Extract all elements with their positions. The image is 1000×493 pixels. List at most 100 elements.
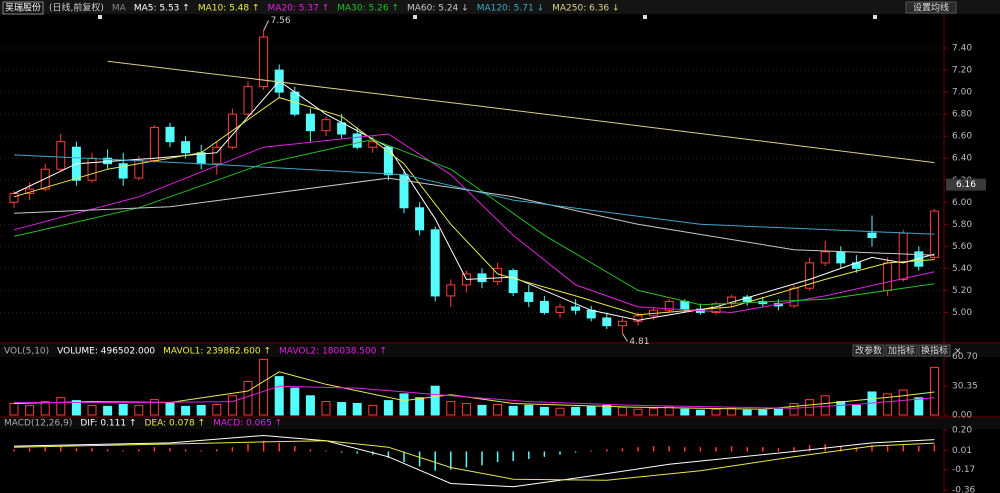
header-text: MA250: 6.36 ↓ — [552, 4, 619, 14]
candle-body — [571, 306, 581, 311]
indicator-button[interactable] — [918, 344, 951, 357]
candle-body — [56, 141, 66, 170]
volume-bar — [586, 405, 596, 416]
volume-bar — [649, 407, 659, 416]
y-tick-label: 0.01 — [952, 446, 972, 456]
volume-bar — [820, 395, 830, 416]
line-series — [13, 440, 935, 481]
candle-body — [352, 133, 362, 148]
current-price-box — [946, 178, 986, 191]
candle-body — [867, 232, 877, 239]
candle-body — [259, 36, 269, 88]
line-series — [13, 434, 935, 488]
volume-bar — [399, 393, 409, 416]
indicator-button[interactable] — [885, 344, 918, 357]
volume-bar — [71, 400, 81, 416]
y-tick-label: 6.60 — [952, 132, 972, 142]
volume-bar — [165, 402, 175, 416]
volume-bar — [305, 395, 315, 416]
volume-bar — [383, 400, 393, 416]
volume-bar — [524, 404, 534, 416]
volume-bar — [539, 406, 549, 416]
candle-body — [118, 163, 128, 179]
line-series — [13, 80, 935, 321]
candle-body — [430, 229, 440, 297]
candle-body — [446, 284, 456, 297]
candle-body — [633, 315, 643, 322]
annotation: 4.81 — [629, 337, 649, 347]
ma-settings-button[interactable] — [905, 1, 957, 14]
indicator-button[interactable] — [852, 344, 885, 357]
candle-body — [680, 300, 690, 310]
y-tick-label: -0.17 — [952, 465, 975, 475]
candle-body — [524, 292, 534, 302]
line-series — [13, 177, 935, 256]
y-tick-label: 6.80 — [952, 110, 972, 120]
volume-bar — [181, 405, 191, 416]
candle-body — [555, 306, 565, 313]
indicator-button-label[interactable]: 换指标 — [921, 345, 948, 357]
candle-body — [805, 262, 815, 289]
y-tick-label: 6.40 — [952, 154, 972, 164]
current-price-label: 6.16 — [956, 180, 976, 190]
header-text: MA5: 5.53 ↑ — [134, 4, 190, 14]
header-text: MA — [112, 4, 127, 14]
volume-bar — [290, 387, 300, 416]
candle-body — [617, 320, 627, 327]
y-tick-label: 30.35 — [952, 381, 978, 391]
volume-bar — [461, 402, 471, 416]
volume-bar — [711, 408, 721, 416]
annotation: 7.56 — [271, 16, 291, 26]
volume-bar — [477, 404, 487, 416]
candle-body — [508, 270, 518, 294]
volume-bar — [40, 401, 50, 416]
volume-bar — [87, 404, 97, 416]
y-tick-label: 7.40 — [952, 44, 972, 54]
volume-bar — [9, 402, 19, 416]
header-text: MACD: 0.065 ↑ — [213, 419, 282, 429]
volume-bar — [368, 404, 378, 416]
candle-body — [181, 141, 191, 154]
event-marker[interactable] — [643, 15, 647, 19]
header-text: (日线,前复权) — [49, 2, 104, 14]
volume-bar — [508, 405, 518, 416]
line-series — [107, 60, 935, 164]
volume-bar — [321, 401, 331, 416]
annotation-leader — [621, 333, 628, 342]
volume-bar — [914, 397, 924, 416]
header-text: MAVOL1: 239862.600 ↑ — [163, 347, 271, 357]
candle-body — [898, 232, 908, 280]
volume-bar — [493, 403, 503, 416]
candle-body — [820, 251, 830, 264]
header-text: DIF: 0.111 ↑ — [80, 419, 136, 429]
volume-bar — [773, 408, 783, 416]
y-tick-label: 7.00 — [952, 88, 972, 98]
event-marker[interactable] — [98, 15, 102, 19]
candle-body — [914, 251, 924, 267]
volume-bar — [617, 406, 627, 416]
volume-bar — [446, 401, 456, 416]
y-tick-label: -0.36 — [952, 485, 976, 493]
header-text: MA10: 5.48 ↑ — [198, 4, 260, 14]
line-series — [13, 154, 935, 235]
volume-bar — [633, 408, 643, 416]
annotation-leader — [263, 20, 270, 31]
event-marker[interactable] — [413, 15, 417, 19]
candle-body — [664, 300, 674, 311]
indicator-button-label[interactable]: 加指标 — [888, 345, 915, 357]
candle-body — [149, 126, 159, 161]
event-marker[interactable] — [873, 15, 877, 19]
ma-settings-label[interactable]: 设置均线 — [913, 2, 949, 14]
volume-bar — [415, 397, 425, 416]
indicator-button-label[interactable]: 改参数 — [855, 345, 882, 357]
candle-body — [415, 207, 425, 231]
volume-bar — [742, 409, 752, 416]
y-tick-label: 60.70 — [952, 352, 978, 362]
volume-bar — [571, 406, 581, 416]
volume-bar — [274, 376, 284, 416]
close-button[interactable]: × — [954, 347, 962, 357]
volume-bar — [118, 403, 128, 416]
header-box — [2, 1, 44, 15]
volume-bar — [430, 385, 440, 416]
candle-body — [586, 309, 596, 319]
